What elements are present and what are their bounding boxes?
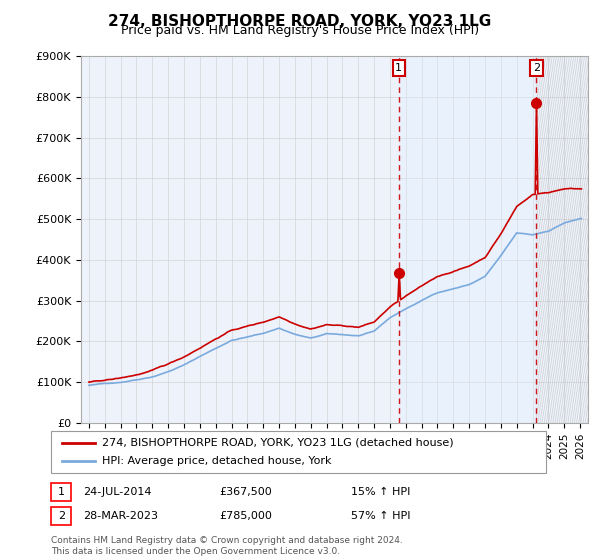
Text: HPI: Average price, detached house, York: HPI: Average price, detached house, York — [102, 456, 331, 466]
Text: 1: 1 — [58, 487, 65, 497]
Text: 1: 1 — [395, 63, 403, 73]
Text: £367,500: £367,500 — [219, 487, 272, 497]
Text: Price paid vs. HM Land Registry's House Price Index (HPI): Price paid vs. HM Land Registry's House … — [121, 24, 479, 36]
Text: 24-JUL-2014: 24-JUL-2014 — [83, 487, 152, 497]
Text: 15% ↑ HPI: 15% ↑ HPI — [351, 487, 410, 497]
Text: 274, BISHOPTHORPE ROAD, YORK, YO23 1LG (detached house): 274, BISHOPTHORPE ROAD, YORK, YO23 1LG (… — [102, 438, 454, 448]
Text: 2: 2 — [533, 63, 540, 73]
Text: 274, BISHOPTHORPE ROAD, YORK, YO23 1LG: 274, BISHOPTHORPE ROAD, YORK, YO23 1LG — [109, 14, 491, 29]
Text: 28-MAR-2023: 28-MAR-2023 — [83, 511, 158, 521]
Bar — [399, 56, 536, 423]
Text: 57% ↑ HPI: 57% ↑ HPI — [351, 511, 410, 521]
Text: £785,000: £785,000 — [219, 511, 272, 521]
Text: 2: 2 — [58, 511, 65, 521]
Text: Contains HM Land Registry data © Crown copyright and database right 2024.
This d: Contains HM Land Registry data © Crown c… — [51, 536, 403, 556]
